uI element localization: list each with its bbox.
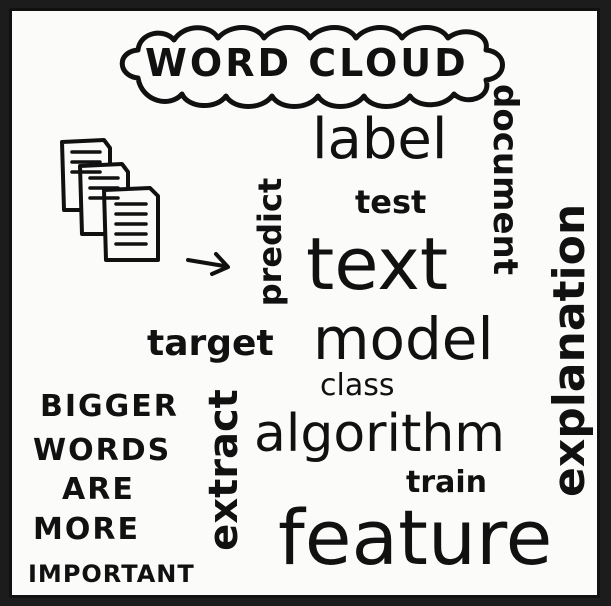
word-explanation: explanation <box>544 203 595 497</box>
cloud-outline-icon <box>119 25 505 109</box>
page-title: WORD CLOUD <box>145 41 469 85</box>
word-test: test <box>355 183 427 221</box>
note-line-1: BIGGER <box>40 389 179 424</box>
word-train: train <box>406 465 488 500</box>
word-target: target <box>147 323 274 364</box>
arrow-right-icon <box>186 252 230 276</box>
word-predict: predict <box>251 177 289 307</box>
note-line-3: ARE <box>62 472 135 507</box>
word-label: label <box>312 107 448 172</box>
word-model: model <box>313 305 494 373</box>
word-feature: feature <box>278 493 553 582</box>
word-document: document <box>485 84 525 276</box>
word-extract: extract <box>201 389 247 551</box>
note-line-2: WORDS <box>33 433 172 468</box>
word-class: class <box>320 368 395 403</box>
word-algorithm: algorithm <box>254 404 505 464</box>
documents-stack-icon <box>60 138 160 262</box>
word-text: text <box>306 222 449 306</box>
note-line-4: MORE <box>33 512 140 547</box>
note-line-5: IMPORTANT <box>28 560 195 588</box>
